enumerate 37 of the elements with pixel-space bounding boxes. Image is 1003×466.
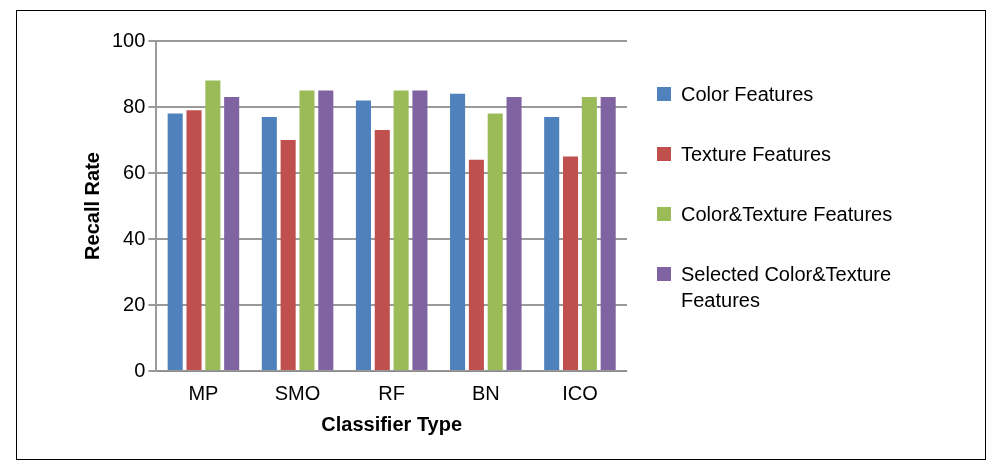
y-tick-label: 0 <box>134 358 146 381</box>
y-tick-label: 40 <box>123 226 146 249</box>
bar <box>412 90 428 370</box>
x-tick-label: ICO <box>562 381 598 404</box>
legend-label: Selected Color&Texture Features <box>681 262 893 313</box>
y-tick-label: 20 <box>123 292 146 315</box>
bar <box>581 97 597 370</box>
bar <box>450 93 466 370</box>
x-tick-label: SMO <box>274 381 321 404</box>
legend-label: Texture Features <box>681 142 832 167</box>
bar <box>224 97 240 370</box>
x-axis-title: Classifier Type <box>321 412 463 435</box>
y-tick-label: 100 <box>111 28 146 51</box>
bar <box>299 90 315 370</box>
y-tick-label: 80 <box>123 94 146 117</box>
x-tick-label: MP <box>188 381 219 404</box>
x-tick-label: RF <box>378 381 406 404</box>
bar <box>600 97 616 370</box>
bar <box>487 113 503 370</box>
bar <box>280 140 296 370</box>
bar <box>167 113 183 370</box>
bar <box>355 100 371 370</box>
legend-label: Color Features <box>681 82 814 107</box>
bar <box>468 159 484 370</box>
y-tick-label: 60 <box>123 160 146 183</box>
bar <box>506 97 522 370</box>
bar <box>186 110 202 370</box>
bar <box>318 90 334 370</box>
bar <box>393 90 409 370</box>
bar <box>562 156 579 370</box>
bar <box>205 80 221 370</box>
bar <box>544 116 560 370</box>
bar <box>374 130 390 370</box>
y-axis-title: Recall Rate <box>80 152 103 260</box>
bar <box>261 116 277 370</box>
legend-label: Color&Texture Features <box>681 202 893 227</box>
x-tick-label: BN <box>471 381 500 404</box>
